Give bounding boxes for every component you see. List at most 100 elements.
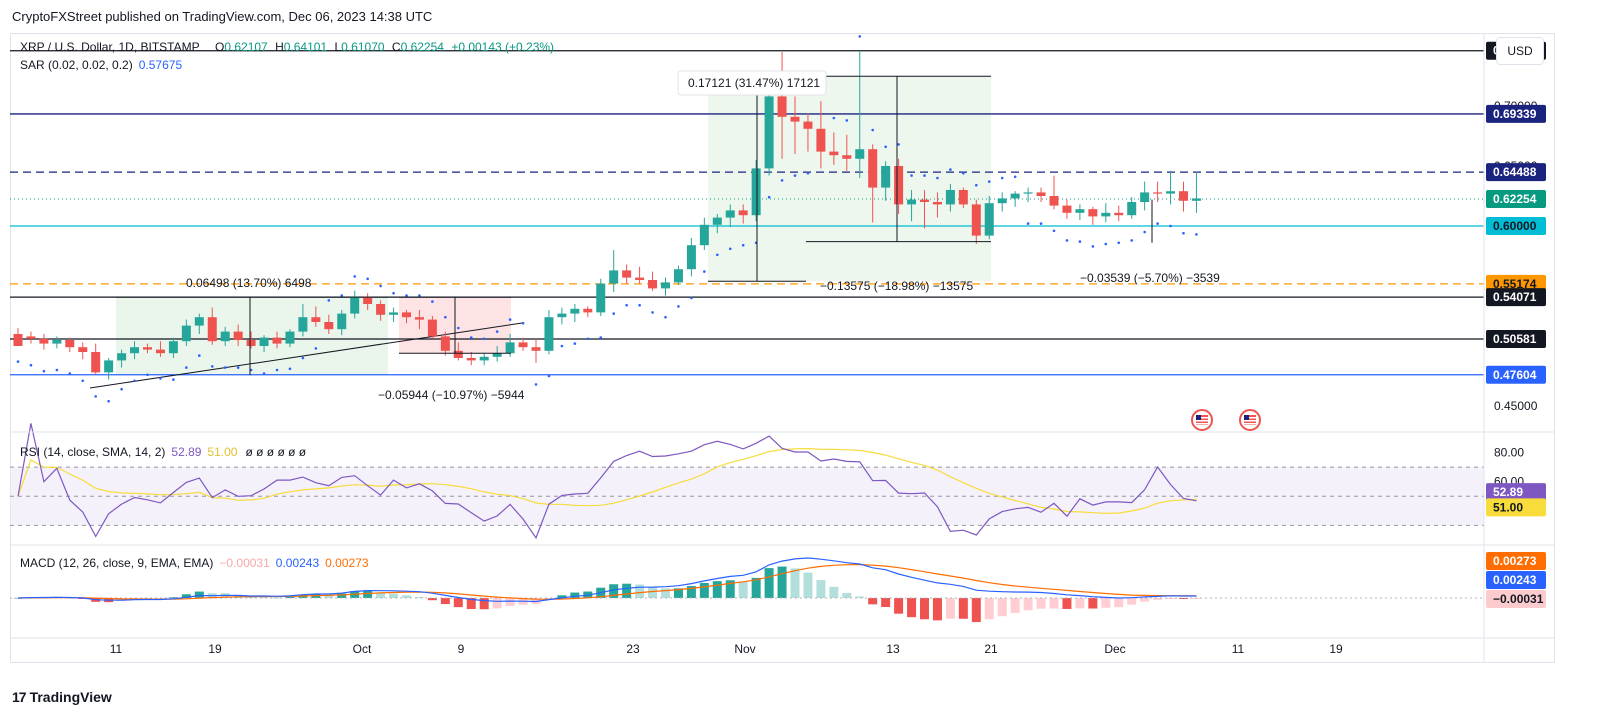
- sar-dot: [146, 373, 149, 377]
- candle-body: [920, 199, 929, 202]
- candle-body: [932, 202, 942, 205]
- macd-histogram-bar: [259, 596, 269, 598]
- macd-histogram-bar: [803, 572, 813, 598]
- macd-histogram-bar: [894, 598, 904, 614]
- candle-body: [363, 296, 373, 304]
- us-flag-icon[interactable]: [1191, 409, 1213, 431]
- legend-ohlc: O0.62107 H0.64101 L0.61070 C0.62254 +0.0…: [215, 40, 554, 54]
- candle-body: [466, 358, 476, 361]
- macd-histogram-bar: [13, 598, 23, 599]
- sar-dot: [975, 183, 978, 187]
- candle-body: [440, 336, 450, 351]
- macd-histogram-bar: [777, 566, 787, 598]
- currency-button[interactable]: USD: [1496, 37, 1544, 65]
- candle-body: [130, 347, 140, 354]
- candle-body: [168, 341, 178, 354]
- sar-dot: [884, 145, 887, 149]
- macd-badge-bg: [1486, 571, 1546, 589]
- candle-body: [259, 337, 269, 346]
- candle-body: [958, 190, 968, 205]
- macd-histogram-bar: [376, 592, 386, 598]
- rsi-axis-label: 80.00: [1494, 446, 1524, 460]
- candle-body: [298, 317, 308, 332]
- macd-histogram-bar: [1140, 598, 1150, 602]
- time-axis-label: Oct: [353, 642, 372, 656]
- sar-dot: [703, 270, 706, 273]
- sar-dot: [327, 299, 331, 302]
- macd-histogram-bar: [907, 598, 917, 618]
- candle-body: [78, 347, 88, 352]
- sar-dot: [198, 354, 201, 357]
- candle-body: [26, 336, 36, 339]
- candle-body: [39, 338, 49, 344]
- candle-body: [738, 210, 748, 216]
- sar-dot: [444, 315, 447, 319]
- candle-body: [855, 149, 865, 159]
- sar-dot: [29, 363, 33, 367]
- sar-dot: [42, 369, 46, 373]
- candle-body: [246, 340, 256, 346]
- candle-body: [220, 331, 230, 342]
- sar-dot: [728, 247, 732, 251]
- price-badge-bg: [1486, 330, 1546, 349]
- candle-body: [1062, 205, 1072, 213]
- time-axis-label: Nov: [734, 642, 755, 656]
- candle-body: [842, 155, 852, 159]
- macd-histogram-bar: [402, 595, 411, 598]
- candle-body: [1023, 192, 1033, 194]
- measure-zone-up: [708, 76, 991, 282]
- candle-body: [699, 224, 709, 246]
- tradingview-footer[interactable]: 17 TradingView: [12, 689, 112, 705]
- candle-body: [1114, 212, 1124, 216]
- candle-body: [1049, 196, 1059, 206]
- sar-dot: [780, 179, 784, 182]
- sar-dot: [651, 311, 654, 314]
- candle-body: [777, 96, 787, 117]
- sar-dot: [858, 35, 862, 38]
- sar-dot: [68, 372, 72, 375]
- macd-histogram-bar: [544, 598, 554, 599]
- sar-dot: [716, 253, 719, 257]
- rsi-badge: 51.00: [1493, 500, 1523, 514]
- price-badge: 0.50581: [1493, 332, 1537, 346]
- macd-histogram-bar: [971, 598, 981, 623]
- candle-body: [881, 166, 891, 188]
- candle-body: [531, 347, 541, 351]
- sar-dot: [1130, 239, 1133, 242]
- sar-dot: [962, 171, 965, 175]
- price-badge-bg: [1486, 365, 1546, 384]
- candle-body: [1101, 212, 1111, 217]
- macd-histogram-bar: [958, 598, 968, 619]
- sar-dot: [521, 321, 525, 325]
- macd-histogram-bar: [855, 596, 865, 598]
- candle-body: [673, 269, 683, 283]
- rsi-sma-line: [17, 447, 1197, 515]
- candle-body: [389, 312, 399, 315]
- us-flag-icon[interactable]: [1239, 409, 1261, 431]
- sar-dot: [366, 277, 369, 281]
- candle-body: [285, 331, 295, 344]
- macd-histogram-bar: [686, 586, 696, 598]
- candle-body: [622, 270, 632, 278]
- macd-histogram-bar: [725, 580, 735, 598]
- sar-dot: [897, 143, 900, 146]
- measure-label-down3: −0.03539 (−5.70%) −3539: [1080, 271, 1220, 285]
- sar-dot: [612, 312, 615, 315]
- legend-sar: SAR (0.02, 0.02, 0.2) 0.57675: [20, 58, 182, 72]
- sar-dot: [638, 303, 641, 307]
- sar-dot: [210, 365, 214, 368]
- candle-body: [207, 317, 217, 342]
- candle-body: [790, 116, 800, 122]
- price-badge: 0.62254: [1493, 192, 1537, 206]
- candle-body: [479, 356, 489, 361]
- sar-dot: [236, 366, 240, 369]
- sar-dot: [1195, 233, 1198, 236]
- macd-histogram-bar: [1049, 598, 1059, 609]
- macd-histogram-bar: [920, 598, 929, 620]
- candle-body: [1153, 192, 1163, 194]
- macd-histogram-bar: [427, 598, 437, 601]
- macd-histogram-bar: [1153, 598, 1163, 600]
- sar-dot: [910, 174, 913, 177]
- sar-dot: [586, 337, 590, 341]
